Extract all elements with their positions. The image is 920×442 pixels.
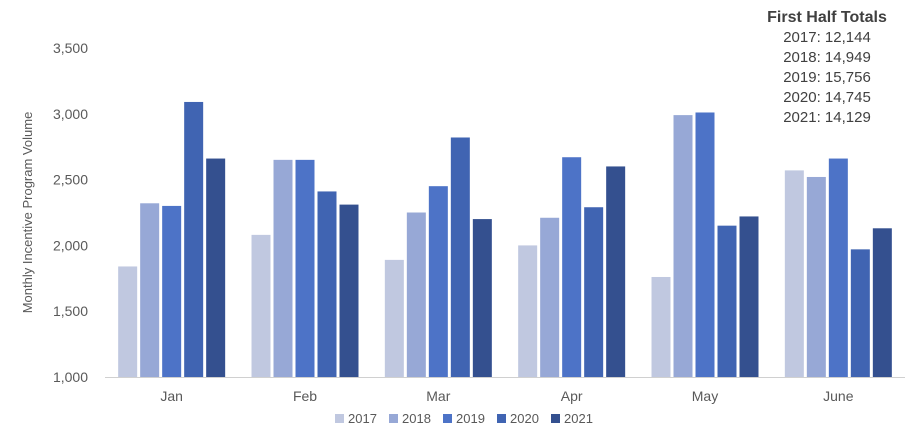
- bar: [540, 217, 560, 377]
- bar: [584, 207, 604, 377]
- legend-label: 2020: [510, 411, 539, 426]
- y-tick-label: 3,000: [53, 106, 88, 122]
- bar: [428, 186, 448, 377]
- bar: [273, 159, 293, 377]
- legend-swatch: [551, 414, 560, 423]
- y-axis-label: Monthly Incentive Program Volume: [20, 112, 35, 314]
- bar: [739, 216, 759, 377]
- legend-swatch: [443, 414, 452, 423]
- totals-2018: 2018: 14,949: [783, 49, 871, 66]
- bar: [317, 191, 337, 377]
- totals-title: First Half Totals: [767, 9, 887, 26]
- bar: [339, 204, 359, 377]
- bar: [606, 166, 626, 377]
- bar: [406, 212, 426, 377]
- bar: [828, 158, 848, 377]
- bar: [850, 249, 870, 377]
- y-tick-label: 1,000: [53, 369, 88, 385]
- y-tick-label: 2,000: [53, 237, 88, 253]
- bar: [450, 137, 470, 377]
- totals-2017: 2017: 12,144: [783, 29, 871, 46]
- bar: [184, 101, 204, 378]
- x-tick-label: June: [823, 388, 854, 404]
- y-tick-label: 2,500: [53, 172, 88, 188]
- bar: [384, 259, 404, 377]
- x-tick-label: Jan: [160, 388, 183, 404]
- legend-label: 2018: [402, 411, 431, 426]
- bar: [784, 170, 804, 377]
- bar: [651, 276, 671, 377]
- x-tick-label: May: [692, 388, 718, 404]
- bar: [162, 205, 182, 377]
- bar: [518, 245, 538, 377]
- x-tick-label: Feb: [293, 388, 317, 404]
- legend-label: 2017: [348, 411, 377, 426]
- bar: [118, 266, 138, 377]
- bar: [472, 219, 492, 377]
- y-tick-label: 3,500: [53, 40, 88, 56]
- bar: [206, 158, 226, 377]
- bar: [872, 228, 892, 377]
- totals-2020: 2020: 14,745: [783, 89, 871, 106]
- totals-2021: 2021: 14,129: [783, 109, 871, 126]
- y-tick-label: 1,500: [53, 303, 88, 319]
- bar: [140, 203, 160, 377]
- totals-2019: 2019: 15,756: [783, 69, 871, 86]
- bar: [806, 176, 826, 377]
- legend-swatch: [389, 414, 398, 423]
- bar: [673, 115, 693, 377]
- legend-swatch: [497, 414, 506, 423]
- bar: [295, 159, 315, 377]
- x-tick-label: Apr: [561, 388, 583, 404]
- first-half-totals-box: First Half Totals 2017: 12,144 2018: 14,…: [742, 8, 912, 128]
- bar: [717, 225, 737, 377]
- bar: [695, 112, 715, 377]
- bar: [251, 234, 271, 377]
- legend-swatch: [335, 414, 344, 423]
- bar: [562, 157, 582, 377]
- x-tick-label: Mar: [426, 388, 450, 404]
- legend-label: 2019: [456, 411, 485, 426]
- legend-label: 2021: [564, 411, 593, 426]
